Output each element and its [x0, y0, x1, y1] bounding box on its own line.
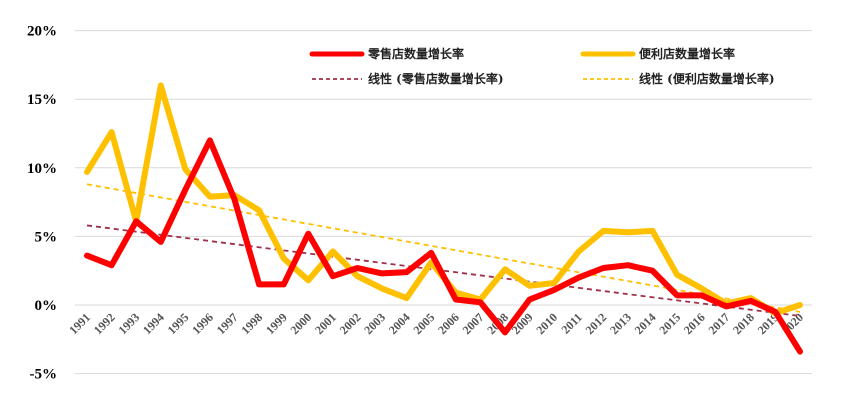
- legend-item-retail: 零售店数量增长率: [309, 46, 464, 61]
- x-tick-label: 1995: [165, 310, 192, 337]
- x-tick-label: 2013: [607, 310, 634, 337]
- x-tick-label: 2006: [435, 310, 462, 337]
- x-tick-label: 2015: [656, 310, 683, 337]
- x-tick-label: 1999: [263, 310, 290, 337]
- series-line: [84, 137, 803, 355]
- y-tick-label: 10%: [27, 161, 57, 177]
- legend-label-retail-trend: 线性 (零售店数量增长率): [368, 71, 504, 86]
- x-tick-label: 2002: [337, 310, 364, 337]
- x-tick-label: 1994: [140, 310, 167, 337]
- trend-line: [86, 183, 801, 313]
- y-tick-label: 5%: [35, 229, 58, 245]
- legend-label-convenience: 便利店数量增长率: [639, 46, 735, 61]
- x-tick-label: 1997: [214, 310, 241, 337]
- x-tick-label: 2012: [583, 310, 610, 337]
- legend-item-convenience: 便利店数量增长率: [580, 46, 735, 61]
- x-tick-label: 2010: [533, 310, 560, 337]
- legend-item-convenience-trend: 线性 (便利店数量增长率): [583, 71, 775, 86]
- x-tick-label: 2007: [460, 310, 487, 337]
- y-axis: 20% 15% 10% 5% 0% -5%: [27, 24, 57, 383]
- x-tick-label: 1998: [238, 310, 265, 337]
- x-tick-label: 1993: [115, 310, 142, 337]
- legend-item-retail-trend: 线性 (零售店数量增长率): [312, 71, 504, 86]
- trend-line: [86, 224, 801, 317]
- x-tick-label: 2016: [681, 310, 708, 337]
- trend-lines: [86, 183, 801, 317]
- x-tick-label: 2003: [361, 310, 388, 337]
- legend-label-convenience-trend: 线性 (便利店数量增长率): [639, 71, 775, 86]
- x-tick-label: 1991: [66, 310, 93, 337]
- x-tick-label: 1992: [91, 310, 118, 337]
- y-tick-label: 20%: [27, 24, 57, 40]
- x-axis: 1991199219931994199519961997199819992000…: [66, 310, 806, 337]
- y-tick-label: -5%: [30, 367, 58, 383]
- y-tick-label: 0%: [35, 298, 58, 314]
- x-tick-label: 2014: [632, 310, 659, 337]
- data-series: [84, 82, 803, 355]
- x-tick-label: 2005: [410, 310, 437, 337]
- x-tick-label: 2017: [705, 310, 732, 337]
- x-tick-label: 2001: [312, 310, 339, 337]
- y-tick-label: 15%: [27, 92, 57, 108]
- x-tick-label: 2018: [730, 310, 757, 337]
- x-tick-label: 1996: [189, 310, 216, 337]
- x-tick-label: 2011: [558, 310, 584, 336]
- x-tick-label: 2000: [288, 310, 315, 337]
- legend: 零售店数量增长率 便利店数量增长率 线性 (零售店数量增长率) 线性 (便利店数…: [309, 46, 775, 86]
- x-tick-label: 2004: [386, 310, 413, 337]
- legend-label-retail: 零售店数量增长率: [367, 46, 464, 61]
